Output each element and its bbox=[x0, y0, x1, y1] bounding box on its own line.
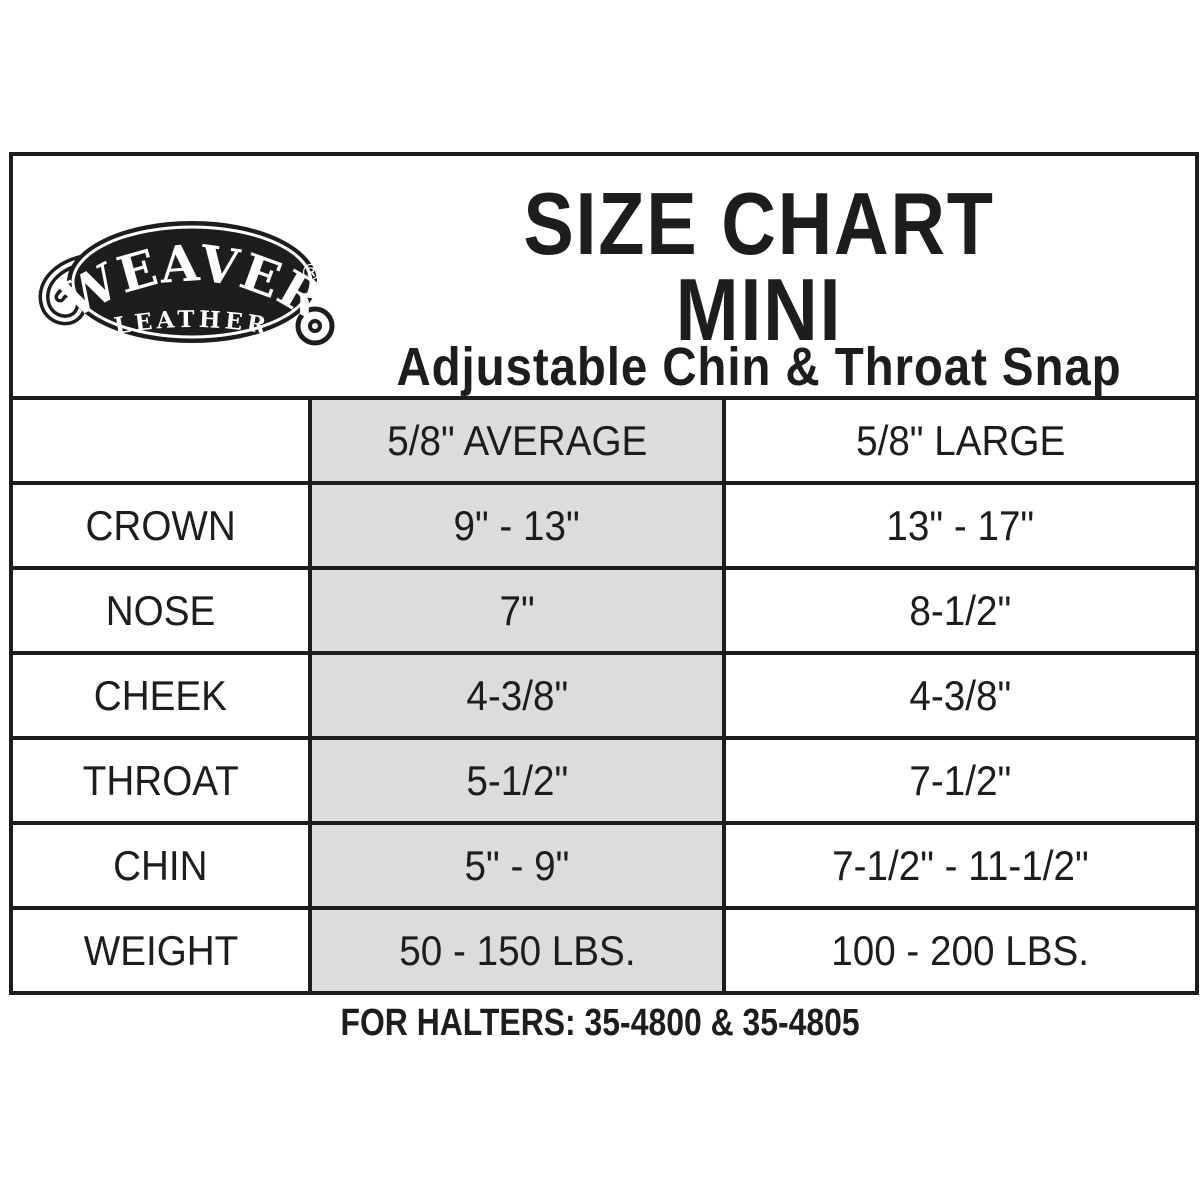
cell-average: 50 - 150 LBS. bbox=[308, 910, 726, 991]
logo-oval bbox=[67, 221, 317, 343]
cell-large: 7-1/2" - 11-1/2" bbox=[726, 825, 1195, 906]
footer-note-text: FOR HALTERS: 35-4800 & 35-4805 bbox=[340, 1002, 860, 1044]
table-row-weight: WEIGHT 50 - 150 LBS. 100 - 200 LBS. bbox=[13, 906, 1195, 991]
table-row-cheek: CHEEK 4-3/8" 4-3/8" bbox=[13, 651, 1195, 736]
chart-title-text: SIZE CHART bbox=[523, 174, 995, 273]
chart-size-text: MINI bbox=[675, 260, 843, 359]
chart-title-line2: MINI bbox=[331, 266, 1187, 354]
row-label: THROAT bbox=[13, 740, 308, 821]
table-header-row: 5/8" AVERAGE 5/8" LARGE bbox=[13, 400, 1195, 481]
chart-border-box: WEAVER LEATHER ® SIZE CHART MINI Adjusta… bbox=[9, 152, 1199, 995]
table-row-crown: CROWN 9" - 13" 13" - 17" bbox=[13, 481, 1195, 566]
row-label: CHIN bbox=[13, 825, 308, 906]
table-row-chin: CHIN 5" - 9" 7-1/2" - 11-1/2" bbox=[13, 821, 1195, 906]
table-row-throat: THROAT 5-1/2" 7-1/2" bbox=[13, 736, 1195, 821]
chart-title-line1: SIZE CHART bbox=[331, 180, 1187, 268]
cell-large: 7-1/2" bbox=[726, 740, 1195, 821]
chart-subtitle-text: Adjustable Chin & Throat Snap bbox=[396, 337, 1122, 397]
cell-large: 13" - 17" bbox=[726, 485, 1195, 566]
cell-average: 7" bbox=[308, 570, 726, 651]
cell-average: 9" - 13" bbox=[308, 485, 726, 566]
row-label: NOSE bbox=[13, 570, 308, 651]
footer-note: FOR HALTERS: 35-4800 & 35-4805 bbox=[0, 1004, 1200, 1042]
cell-large: 100 - 200 LBS. bbox=[726, 910, 1195, 991]
cell-large: 4-3/8" bbox=[726, 655, 1195, 736]
header-cell-blank bbox=[13, 400, 308, 481]
right-swirl-icon bbox=[295, 306, 335, 346]
cell-average: 5" - 9" bbox=[308, 825, 726, 906]
chart-header: WEAVER LEATHER ® SIZE CHART MINI Adjusta… bbox=[13, 156, 1195, 396]
weaver-leather-logo: WEAVER LEATHER ® bbox=[38, 221, 335, 346]
row-label: CHEEK bbox=[13, 655, 308, 736]
table-row-nose: NOSE 7" 8-1/2" bbox=[13, 566, 1195, 651]
cell-average: 4-3/8" bbox=[308, 655, 726, 736]
cell-large: 8-1/2" bbox=[726, 570, 1195, 651]
size-table: 5/8" AVERAGE 5/8" LARGE CROWN 9" - 13" 1… bbox=[13, 396, 1195, 991]
registered-mark-icon: ® bbox=[300, 261, 322, 286]
chart-subtitle: Adjustable Chin & Throat Snap bbox=[331, 340, 1187, 394]
cell-average: 5-1/2" bbox=[308, 740, 726, 821]
header-cell-average: 5/8" AVERAGE bbox=[308, 400, 726, 481]
row-label: CROWN bbox=[13, 485, 308, 566]
header-cell-large: 5/8" LARGE bbox=[726, 400, 1195, 481]
logo-oval-ring bbox=[71, 225, 313, 339]
row-label: WEIGHT bbox=[13, 910, 308, 991]
